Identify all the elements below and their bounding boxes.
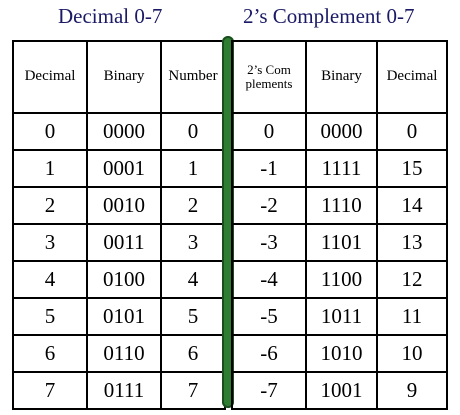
decimal-cell: 0111 <box>86 371 162 410</box>
decimal-cell: 1 <box>160 149 226 188</box>
complement-cell: 10 <box>376 334 448 373</box>
decimal-table-row: 3 0011 3 <box>12 223 226 262</box>
complement-cell: -7 <box>231 371 307 410</box>
complement-table-row: -4 1100 12 <box>231 260 448 299</box>
decimal-cell: 0011 <box>86 223 162 262</box>
complement-cell: 1011 <box>305 297 378 336</box>
complement-cell: -1 <box>231 149 307 188</box>
complement-cell: 14 <box>376 186 448 225</box>
right-title: 2’s Complement 0-7 <box>243 4 415 28</box>
decimal-cell: 7 <box>160 371 226 410</box>
complement-cell: 1101 <box>305 223 378 262</box>
complement-header-cell: Decimal <box>376 40 448 114</box>
complement-cell: 0000 <box>305 112 378 151</box>
decimal-cell: 5 <box>160 297 226 336</box>
complement-cell: -5 <box>231 297 307 336</box>
decimal-table-row: 5 0101 5 <box>12 297 226 336</box>
decimal-table-row: 4 0100 4 <box>12 260 226 299</box>
complement-table-row: -3 1101 13 <box>231 223 448 262</box>
green-divider <box>222 36 234 408</box>
complement-cell: 1001 <box>305 371 378 410</box>
complement-table-row: 0 0000 0 <box>231 112 448 151</box>
decimal-table: Decimal Binary Number 0 0000 0 1 0001 1 2 0010 2 3 00… <box>12 40 226 410</box>
decimal-cell: 0100 <box>86 260 162 299</box>
decimal-cell: 6 <box>12 334 88 373</box>
complement-cell: -3 <box>231 223 307 262</box>
decimal-cell: 4 <box>160 260 226 299</box>
decimal-cell: 0110 <box>86 334 162 373</box>
complement-cell: 12 <box>376 260 448 299</box>
decimal-cell: 6 <box>160 334 226 373</box>
complement-table-row: -7 1001 9 <box>231 371 448 410</box>
decimal-table-row: 6 0110 6 <box>12 334 226 373</box>
complement-header-cell: 2’s Com plements <box>231 40 307 114</box>
complement-table-row: -5 1011 11 <box>231 297 448 336</box>
decimal-header-cell: Decimal <box>12 40 88 114</box>
complement-cell: 1010 <box>305 334 378 373</box>
decimal-cell: 0 <box>160 112 226 151</box>
decimal-table-row: 2 0010 2 <box>12 186 226 225</box>
decimal-table-row: 1 0001 1 <box>12 149 226 188</box>
decimal-cell: 5 <box>12 297 88 336</box>
complement-cell: -2 <box>231 186 307 225</box>
decimal-cell: 0000 <box>86 112 162 151</box>
complement-cell: 13 <box>376 223 448 262</box>
decimal-cell: 0 <box>12 112 88 151</box>
left-title: Decimal 0-7 <box>58 4 163 28</box>
decimal-cell: 3 <box>12 223 88 262</box>
decimal-header-cell: Binary <box>86 40 162 114</box>
complement-cell: 1100 <box>305 260 378 299</box>
decimal-table-row: 0 0000 0 <box>12 112 226 151</box>
complement-table-row: -2 1110 14 <box>231 186 448 225</box>
decimal-header-cell: Number <box>160 40 226 114</box>
decimal-cell: 1 <box>12 149 88 188</box>
decimal-cell: 0001 <box>86 149 162 188</box>
complement-cell: 9 <box>376 371 448 410</box>
decimal-cell: 0010 <box>86 186 162 225</box>
complement-cell: 0 <box>231 112 307 151</box>
decimal-cell: 7 <box>12 371 88 410</box>
complement-cell: 15 <box>376 149 448 188</box>
complement-cell: 0 <box>376 112 448 151</box>
complement-cell: -6 <box>231 334 307 373</box>
complement-table-row: -6 1010 10 <box>231 334 448 373</box>
twos-complement-table: 2’s Com plements Binary Decimal 0 0000 0 -1 111… <box>231 40 448 410</box>
decimal-cell: 4 <box>12 260 88 299</box>
complement-cell: 11 <box>376 297 448 336</box>
complement-cell: 1111 <box>305 149 378 188</box>
decimal-cell: 2 <box>160 186 226 225</box>
decimal-cell: 0101 <box>86 297 162 336</box>
decimal-table-row: 7 0111 7 <box>12 371 226 410</box>
complement-header-cell: Binary <box>305 40 378 114</box>
decimal-cell: 2 <box>12 186 88 225</box>
decimal-cell: 3 <box>160 223 226 262</box>
complement-cell: 1110 <box>305 186 378 225</box>
decimal-header-row: Decimal Binary Number <box>12 40 226 114</box>
complement-header-row: 2’s Com plements Binary Decimal <box>231 40 448 114</box>
complement-table-row: -1 1111 15 <box>231 149 448 188</box>
complement-cell: -4 <box>231 260 307 299</box>
